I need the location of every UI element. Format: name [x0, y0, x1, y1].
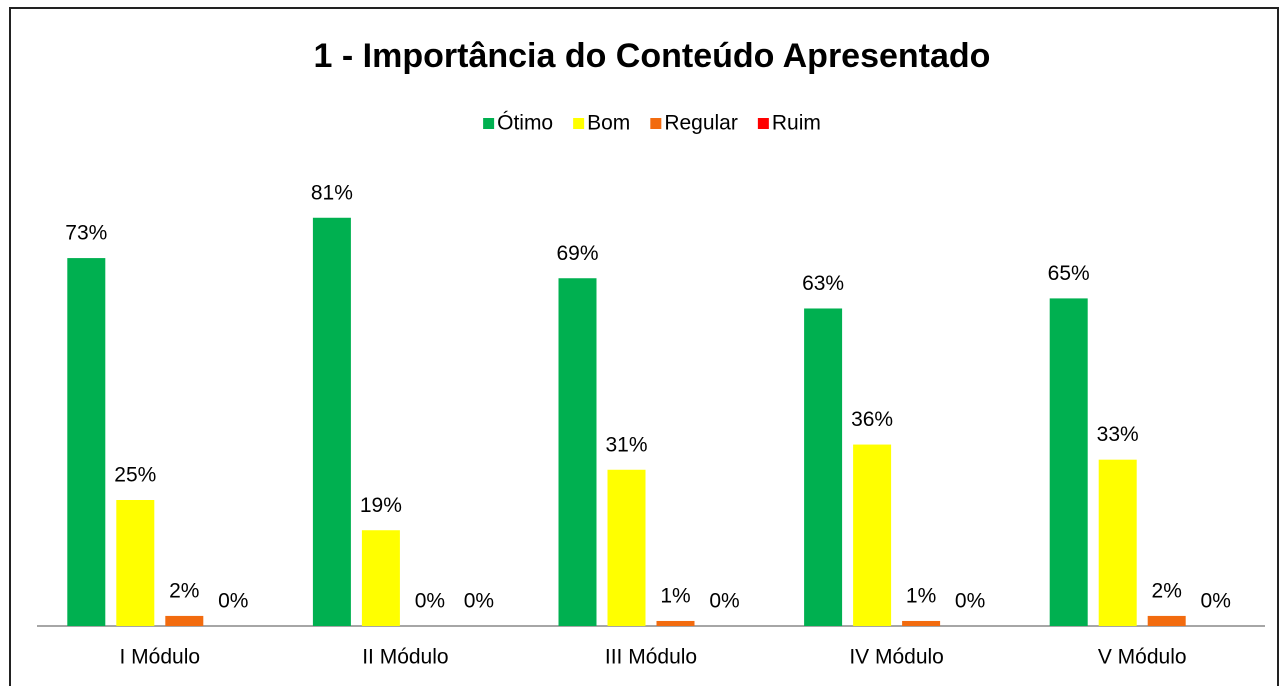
data-label: 0% [1201, 590, 1231, 613]
data-label: 69% [556, 242, 598, 265]
data-label: 2% [1152, 579, 1182, 602]
data-label: 36% [851, 408, 893, 431]
legend-label: Regular [664, 112, 738, 135]
bar [558, 278, 597, 626]
bar [67, 258, 106, 626]
data-label: 63% [802, 272, 844, 295]
x-tick-label: IV Módulo [849, 646, 944, 669]
data-label: 25% [114, 464, 156, 487]
bar [312, 217, 351, 626]
bar [361, 530, 400, 626]
data-label: 19% [360, 494, 402, 517]
data-label: 0% [415, 590, 445, 613]
chart-title: 1 - Importância do Conteúdo Apresentado [314, 37, 991, 75]
bar [165, 615, 204, 626]
legend-label: Bom [587, 112, 630, 135]
data-label: 33% [1097, 423, 1139, 446]
bar [804, 308, 843, 626]
legend-label: Ótimo [497, 112, 553, 135]
data-label: 2% [169, 579, 199, 602]
legend-label: Ruim [772, 112, 821, 135]
legend-swatch [650, 118, 662, 129]
x-tick-label: III Módulo [605, 646, 697, 669]
bar [902, 620, 941, 626]
x-tick-label: I Módulo [120, 646, 201, 669]
x-tick-label: V Módulo [1098, 646, 1187, 669]
data-label: 0% [218, 590, 248, 613]
data-label: 31% [605, 433, 647, 456]
data-label: 1% [660, 585, 690, 608]
data-label: 1% [906, 585, 936, 608]
data-label: 0% [709, 590, 739, 613]
legend-swatch [757, 118, 769, 129]
bar [1049, 298, 1088, 626]
bar [1147, 615, 1186, 626]
data-label: 0% [955, 590, 985, 613]
data-label: 65% [1048, 262, 1090, 285]
bar [1098, 459, 1137, 626]
bar [656, 620, 695, 626]
bar [607, 469, 646, 626]
x-tick-label: II Módulo [362, 646, 448, 669]
legend-swatch [573, 118, 585, 129]
data-label: 81% [311, 181, 353, 204]
data-label: 73% [65, 222, 107, 245]
legend-swatch [483, 118, 495, 129]
bar [853, 444, 892, 626]
data-label: 0% [464, 590, 494, 613]
bar [116, 500, 155, 626]
